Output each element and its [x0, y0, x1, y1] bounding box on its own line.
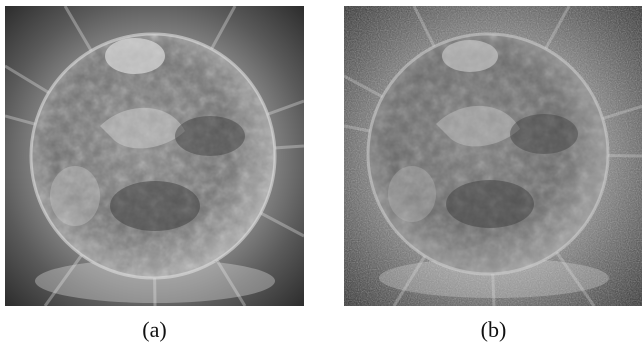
solar-image-panel-b: [344, 6, 642, 306]
solar-image-panel-a: [5, 6, 304, 306]
panel-b-caption: (b): [480, 317, 507, 342]
solar-euv-image-noisy-icon: [344, 6, 642, 306]
solar-euv-image-icon: [5, 6, 304, 306]
panel-a-caption: (a): [142, 317, 167, 342]
